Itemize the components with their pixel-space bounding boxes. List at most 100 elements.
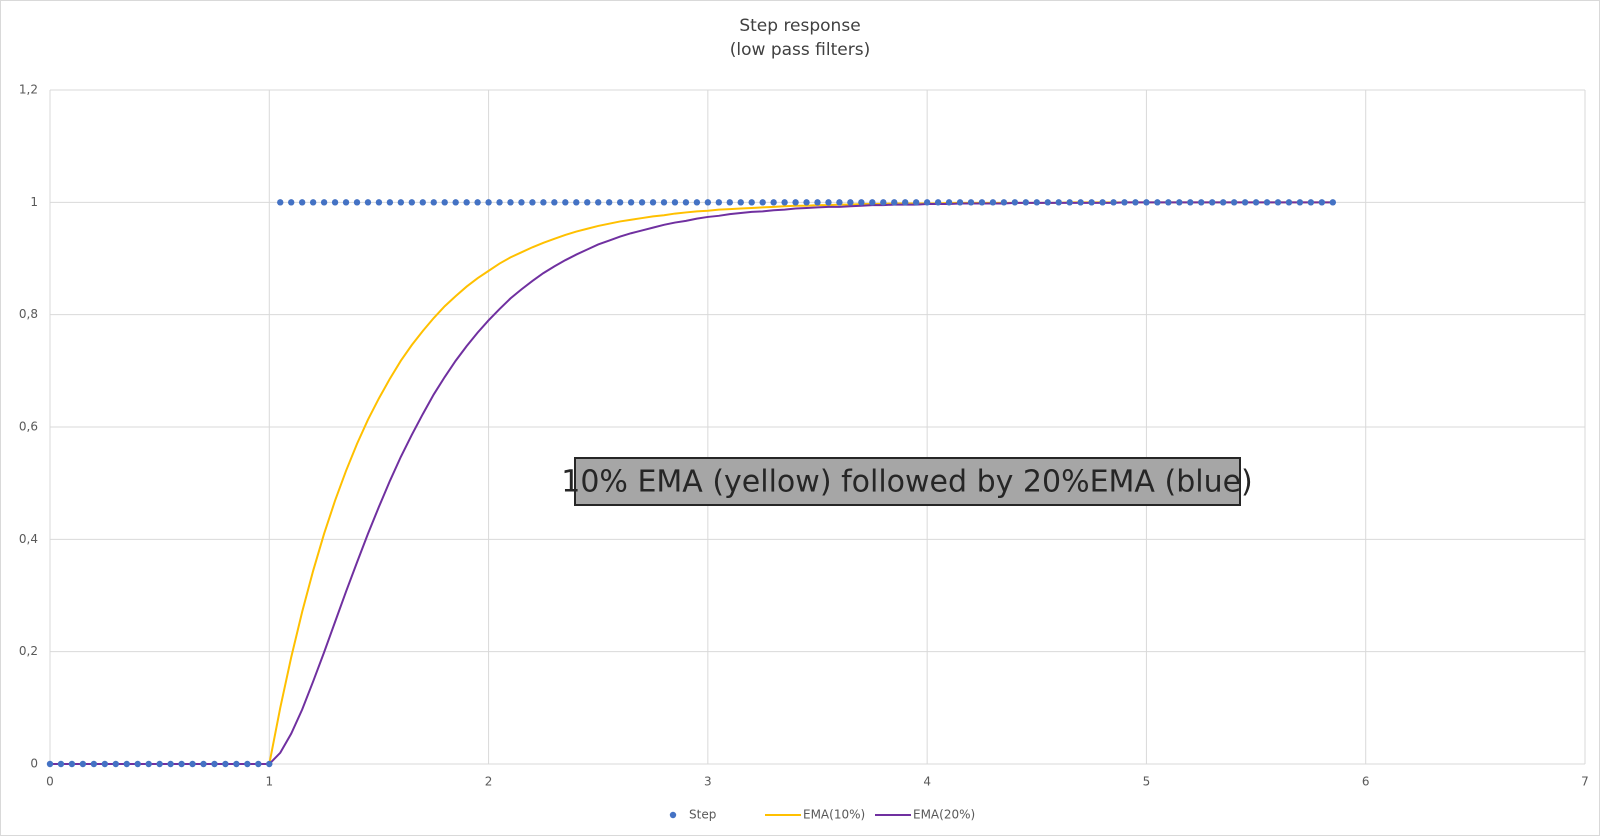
step-point [200, 760, 207, 768]
step-point [978, 199, 986, 206]
step-point [1318, 199, 1326, 206]
step-point [573, 199, 580, 206]
x-tick-label: 3 [704, 775, 712, 789]
step-point [156, 760, 163, 768]
step-point [68, 760, 76, 768]
step-point [605, 199, 613, 206]
step-point [79, 760, 87, 768]
step-point [233, 760, 240, 768]
step-point [540, 199, 547, 206]
step-point [627, 199, 635, 206]
step-point [244, 760, 251, 768]
step-point [255, 760, 262, 768]
step-point [1066, 199, 1073, 206]
step-point [1219, 199, 1227, 206]
step-point [1143, 199, 1150, 206]
step-point [945, 199, 953, 206]
step-point [309, 199, 317, 206]
step-point [1011, 199, 1019, 206]
step-point [1154, 199, 1161, 206]
step-point [1187, 199, 1194, 206]
step-point [1132, 199, 1139, 206]
step-point [923, 199, 931, 206]
step-point [145, 760, 152, 768]
step-point [277, 199, 284, 206]
step-point [419, 199, 426, 206]
step-point [551, 199, 558, 206]
step-point [814, 199, 821, 206]
step-point [57, 760, 65, 768]
step-point [770, 199, 777, 206]
step-point [1198, 199, 1205, 206]
x-tick-label: 0 [46, 775, 54, 789]
step-point [825, 199, 832, 206]
step-point [408, 199, 416, 206]
chart-subtitle: (low pass filters) [730, 40, 870, 60]
step-point [178, 760, 185, 768]
step-point [463, 199, 470, 206]
step-point [266, 760, 273, 768]
step-point [386, 199, 394, 206]
y-tick-label: 0,8 [19, 307, 38, 321]
legend-label: EMA(10%) [803, 808, 865, 822]
step-point [288, 199, 295, 206]
step-point [112, 760, 119, 768]
step-point [693, 199, 701, 206]
step-point [792, 199, 799, 206]
step-point [1055, 199, 1062, 206]
step-point [1044, 199, 1051, 206]
step-point [298, 199, 306, 206]
step-point [1274, 199, 1282, 206]
step-point [101, 760, 109, 768]
step-point [189, 760, 196, 768]
step-point [912, 199, 920, 206]
x-tick-label: 2 [485, 775, 493, 789]
legend-label: EMA(20%) [913, 808, 975, 822]
step-point [682, 199, 690, 206]
step-point [956, 199, 964, 206]
step-point [584, 199, 591, 206]
step-point [167, 760, 174, 768]
chart-title: Step response [739, 16, 860, 36]
step-point [375, 199, 383, 206]
step-point [759, 199, 766, 206]
step-point [869, 199, 876, 206]
step-point [967, 199, 975, 206]
annotation-box [574, 457, 1241, 506]
step-point [616, 199, 624, 206]
step-point [1165, 199, 1172, 206]
step-point [803, 199, 810, 206]
step-point [649, 199, 657, 206]
legend-label: Step [689, 808, 716, 822]
step-point [1110, 199, 1117, 206]
step-point [1329, 199, 1337, 206]
y-tick-label: 0,2 [19, 644, 38, 658]
y-tick-label: 1,2 [19, 83, 38, 97]
step-point [737, 199, 744, 206]
step-point [748, 199, 755, 206]
step-point [1209, 199, 1216, 206]
step-point [595, 199, 602, 206]
step-point [781, 199, 788, 206]
step-point [1285, 199, 1293, 206]
step-point [836, 199, 843, 206]
step-point [989, 199, 997, 206]
step-point [353, 199, 361, 206]
step-point [441, 199, 448, 206]
step-point [1241, 199, 1249, 206]
step-point [638, 199, 646, 206]
series-line [50, 201, 1333, 765]
legend: Step EMA(10%) EMA(20%) [669, 808, 975, 822]
legend-marker [669, 811, 677, 819]
step-point [726, 199, 733, 206]
step-point [1000, 199, 1008, 206]
step-point [902, 199, 909, 206]
y-tick-label: 0 [30, 757, 38, 771]
step-point [1263, 199, 1271, 206]
step-point [364, 199, 372, 206]
y-tick-label: 0,6 [19, 420, 38, 434]
step-point [1077, 199, 1084, 206]
step-point [1121, 199, 1128, 206]
step-point [562, 199, 569, 206]
